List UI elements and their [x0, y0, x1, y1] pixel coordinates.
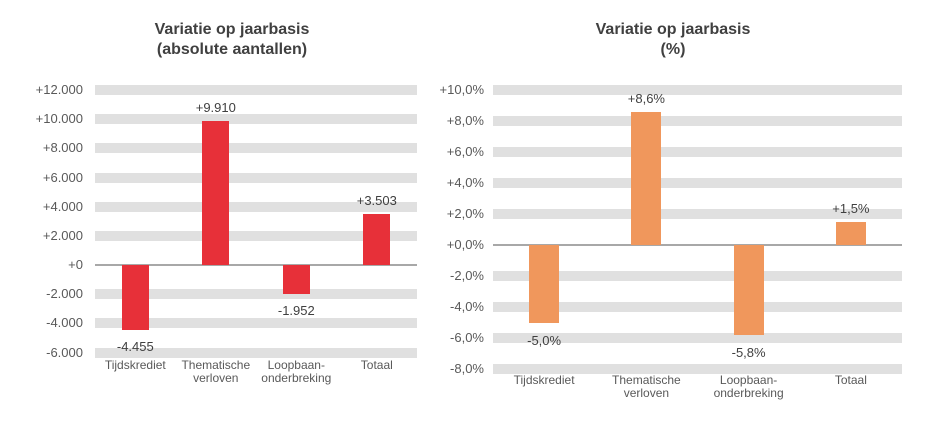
category-label-line: Thematische — [181, 358, 251, 372]
y-tick-label: -6.000 — [46, 344, 83, 360]
y-tick-label: +10.000 — [35, 111, 83, 127]
category-label-line: Loopbaan- — [719, 373, 778, 387]
bar-thematische-verloven — [631, 111, 662, 245]
value-label-loopbaan-onderbreking: -5,8% — [731, 344, 766, 360]
y-tick-label: -2,0% — [450, 268, 484, 283]
grid-stripe — [95, 347, 417, 358]
chart-title-line-1: Variatie op jaarbasis — [595, 21, 751, 38]
grid-stripe — [95, 289, 417, 300]
category-label-line: Thematische — [612, 373, 681, 387]
category-label-totaal: Totaal — [796, 374, 906, 387]
chart-title-line-2: (absolute aantallen) — [156, 41, 308, 58]
grid-stripe — [95, 143, 417, 154]
category-label-line: onderbreking — [261, 371, 332, 385]
y-tick-label: +2.000 — [42, 227, 83, 243]
bar-loopbaan-onderbreking — [733, 245, 764, 335]
category-label-tijdskrediet: Tijdskrediet — [80, 359, 190, 372]
y-tick-label: +0,0% — [446, 237, 484, 252]
chart-title-line-1: Variatie op jaarbasis — [154, 21, 310, 38]
category-label-line: Tijdskrediet — [104, 358, 166, 372]
bar-totaal — [363, 213, 391, 265]
bar-loopbaan-onderbreking — [282, 265, 310, 294]
y-tick-label: +2,0% — [446, 206, 484, 221]
value-label-thematische-verloven: +8,6% — [627, 90, 665, 106]
category-label-line: verloven — [623, 386, 670, 400]
category-label-line: Totaal — [360, 358, 393, 372]
category-label-totaal: Totaal — [322, 359, 432, 372]
grid-stripe — [95, 230, 417, 241]
y-tick-label: +0 — [68, 257, 83, 272]
grid-stripe — [95, 318, 417, 329]
y-tick-label: +6,0% — [446, 144, 484, 159]
zero-axis-line — [493, 244, 902, 246]
grid-stripe — [493, 116, 902, 126]
y-tick-label: +6.000 — [42, 169, 83, 185]
category-label-loopbaan-onderbreking: Loopbaan-onderbreking — [694, 374, 804, 400]
y-tick-label: -6,0% — [450, 330, 484, 345]
category-label-loopbaan-onderbreking: Loopbaan-onderbreking — [241, 359, 351, 385]
bar-thematische-verloven — [202, 120, 230, 265]
bar-tijdskrediet — [121, 265, 149, 330]
grid-stripe — [95, 172, 417, 183]
chart-title-line-2: (%) — [660, 41, 686, 58]
zero-axis-line — [95, 264, 417, 266]
y-tick-label: -8,0% — [450, 361, 484, 376]
value-label-thematische-verloven: +9.910 — [195, 99, 236, 115]
y-tick-label: +4,0% — [446, 175, 484, 190]
category-label-line: onderbreking — [713, 386, 784, 400]
value-label-tijdskrediet: -5,0% — [527, 332, 562, 348]
grid-stripe — [493, 271, 902, 281]
y-tick-label: -4,0% — [450, 299, 484, 314]
bar-tijdskrediet — [529, 245, 560, 323]
y-tick-label: -2.000 — [46, 286, 83, 302]
grid-stripe — [95, 201, 417, 212]
grid-stripe — [493, 364, 902, 374]
y-tick-label: +12.000 — [35, 82, 83, 97]
value-label-totaal: +3.503 — [356, 192, 397, 208]
chart-title-percent: Variatie op jaarbasis (%) — [596, 20, 751, 60]
category-label-thematische-verloven: Thematische verloven — [161, 359, 271, 385]
y-tick-label: +8.000 — [42, 140, 83, 156]
y-tick-label: +8,0% — [446, 113, 484, 128]
value-label-loopbaan-onderbreking: -1.952 — [277, 302, 315, 318]
bar-totaal — [835, 221, 866, 246]
y-tick-label: +10,0% — [439, 82, 484, 97]
category-label-line: verloven — [193, 371, 239, 385]
category-label-line: Loopbaan- — [267, 358, 325, 372]
grid-stripe — [95, 114, 417, 125]
grid-stripe — [493, 209, 902, 219]
grid-stripe — [493, 85, 902, 95]
y-tick-label: +4.000 — [42, 198, 83, 214]
y-tick-label: -4.000 — [46, 315, 83, 331]
category-label-tijdskrediet: Tijdskrediet — [489, 374, 599, 387]
category-label-line: Tijdskrediet — [513, 373, 575, 387]
grid-stripe — [493, 147, 902, 157]
grid-stripe — [493, 302, 902, 312]
category-label-thematische-verloven: Thematische verloven — [591, 374, 701, 400]
category-label-line: Totaal — [834, 373, 867, 387]
grid-stripe — [493, 178, 902, 188]
value-label-totaal: +1,5% — [832, 200, 870, 216]
chart-title-absolute: Variatie op jaarbasis (absolute aantalle… — [155, 20, 310, 60]
grid-stripe — [493, 333, 902, 343]
grid-stripe — [95, 85, 417, 95]
value-label-tijdskrediet: -4.455 — [116, 339, 154, 354]
